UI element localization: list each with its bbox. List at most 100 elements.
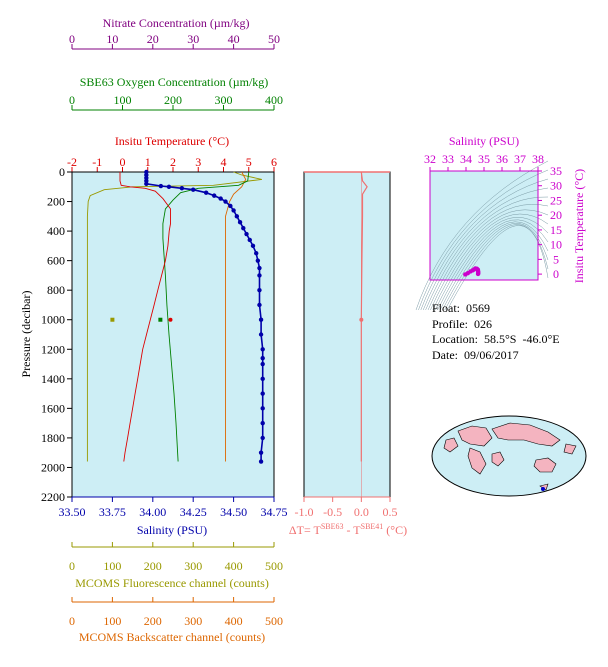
- salinity-point: [260, 420, 265, 426]
- ts-density-contour: [430, 209, 549, 311]
- delta-t-line: [360, 171, 368, 462]
- oxygen-line: [162, 171, 250, 462]
- fluorescence-tick-label: 400: [225, 559, 243, 573]
- nitrate-tick-label: 10: [106, 32, 118, 46]
- nitrate-tick-label: 40: [228, 32, 240, 46]
- nitrate-tick-label: 20: [147, 32, 159, 46]
- oxygen-axis-title: SBE63 Oxygen Concentration (µm/kg): [80, 75, 269, 89]
- salinity-point: [191, 187, 196, 192]
- ts-x-tick-label: 35: [478, 152, 490, 166]
- pressure-tick-label: 2200: [41, 490, 65, 504]
- map-land: [443, 422, 577, 491]
- salinity-axis: 33.50 33.75 34.00 34.25 34.50 34.75: [59, 496, 288, 519]
- ts-density-contour: [418, 169, 549, 311]
- oxygen-sample-marker: [158, 317, 163, 322]
- ts-y-tick-label: 35: [550, 164, 562, 178]
- main-plot-area: [71, 171, 275, 498]
- salinity-point: [258, 459, 264, 464]
- salinity-point: [158, 183, 164, 189]
- float-id: Float: 0569: [432, 301, 491, 315]
- temperature-tick-label: 4: [221, 155, 227, 169]
- delta-t-plot-area: [303, 171, 391, 498]
- pressure-tick-label: 0: [59, 165, 65, 179]
- temperature-axis-title: Insitu Temperature (°C): [115, 134, 229, 148]
- salinity-point: [260, 435, 265, 441]
- ts-salinity-axis-title: Salinity (PSU): [449, 134, 519, 148]
- pressure-axis: 0 200 400 600 800 1000 1200 1400 1600 1800 2000 220…: [41, 165, 72, 504]
- oxygen-tick-label: 400: [265, 93, 283, 107]
- salinity-point: [255, 258, 261, 263]
- delta-tick-label: 0.0: [354, 505, 369, 519]
- ts-density-contour: [432, 213, 549, 311]
- delta-tick-label: 0.5: [383, 505, 398, 519]
- ts-density-contour: [434, 216, 549, 311]
- salinity-point: [218, 196, 223, 201]
- ts-y-tick-label: 30: [550, 179, 562, 193]
- temperature-tick-label: 2: [170, 155, 176, 169]
- salinity-point: [254, 251, 259, 256]
- salinity-point: [260, 361, 265, 367]
- ts-y-tick-label: 15: [550, 223, 562, 237]
- salinity-point: [247, 237, 252, 243]
- ts-x-tick-label: 38: [532, 152, 544, 166]
- fluorescence-tick-label: 500: [265, 559, 283, 573]
- salinity-point: [260, 391, 265, 396]
- delta-t-series: [359, 171, 368, 497]
- oxygen-axis: 0 100 200 300 400: [69, 93, 283, 111]
- salinity-point: [257, 302, 262, 308]
- temperature-axis: -2 -1 0 1 2 3 4 5 6: [67, 155, 277, 173]
- backscatter-tick-label: 100: [103, 614, 121, 628]
- salinity-point: [260, 376, 265, 382]
- salinity-tick-label: 34.75: [261, 505, 288, 519]
- backscatter-tick-label: 400: [225, 614, 243, 628]
- backscatter-tick-label: 500: [265, 614, 283, 628]
- ts-density-contour: [422, 187, 549, 311]
- fluorescence-tick-label: 100: [103, 559, 121, 573]
- ts-y-tick-label: 20: [550, 208, 562, 222]
- nitrate-tick-label: 30: [187, 32, 199, 46]
- salinity-point: [257, 265, 262, 271]
- salinity-point: [228, 203, 233, 209]
- salinity-point: [260, 355, 265, 361]
- salinity-point: [260, 347, 265, 352]
- salinity-tick-label: 33.50: [59, 505, 86, 519]
- ts-density-contour: [425, 196, 549, 311]
- backscatter-tick-label: 300: [184, 614, 202, 628]
- nitrate-axis: 0 10 20 30 40 50: [69, 32, 280, 50]
- salinity-point: [203, 190, 209, 195]
- delta-t-sample-marker: [359, 317, 364, 322]
- ts-density-contour: [446, 225, 549, 311]
- fluorescence-tick-label: 0: [69, 559, 75, 573]
- salinity-point: [260, 406, 265, 411]
- fluorescence-axis: 0 100 200 300 400 500: [69, 542, 283, 573]
- salinity-tick-label: 33.75: [99, 505, 126, 519]
- salinity-point: [166, 184, 172, 189]
- backscatter-tick-label: 200: [144, 614, 162, 628]
- main-plot-series: [86, 169, 265, 464]
- pressure-tick-label: 1400: [41, 372, 65, 386]
- salinity-tick-label: 34.25: [180, 505, 207, 519]
- salinity-point: [179, 186, 185, 191]
- salinity-point: [234, 214, 240, 219]
- temperature-tick-label: 3: [195, 155, 201, 169]
- ts-y-tick-label: 25: [550, 193, 562, 207]
- ts-density-contour: [415, 160, 549, 311]
- pressure-tick-label: 200: [47, 195, 65, 209]
- ts-x-tick-label: 32: [424, 152, 436, 166]
- salinity-point: [144, 181, 149, 187]
- nitrate-tick-label: 0: [69, 32, 75, 46]
- salinity-tick-label: 34.00: [139, 505, 166, 519]
- salinity-point: [212, 193, 217, 198]
- temperature-tick-label: 6: [271, 155, 277, 169]
- ts-density-contour: [444, 224, 549, 311]
- salinity-point: [258, 317, 264, 322]
- oxygen-tick-label: 0: [69, 93, 75, 107]
- nitrate-tick-label: 50: [268, 32, 280, 46]
- temperature-sample-marker: [168, 317, 173, 322]
- profile-number: Profile: 026: [432, 316, 492, 331]
- backscatter-axis: 0 100 200 300 400 500: [69, 597, 283, 628]
- backscatter-axis-title: MCOMS Backscatter channel (counts): [79, 630, 265, 644]
- profile-date: Date: 09/06/2017: [432, 347, 519, 362]
- ts-density-contour: [420, 178, 549, 311]
